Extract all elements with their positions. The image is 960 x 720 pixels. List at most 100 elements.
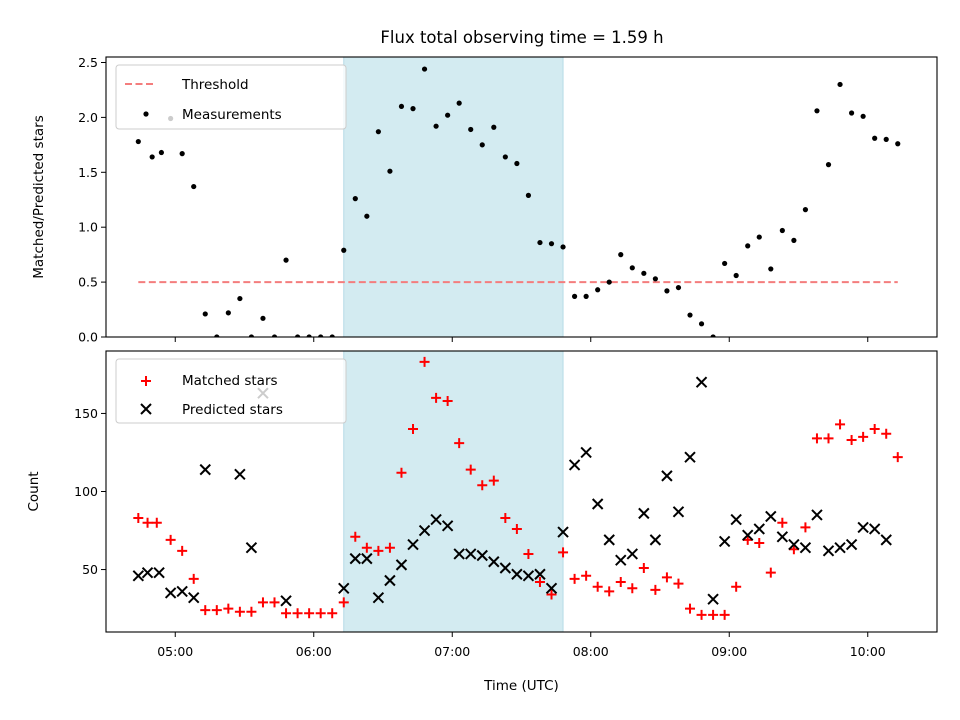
predicted-star-point xyxy=(638,507,650,520)
matched-star-point xyxy=(846,434,857,445)
x-axis-label: Time (UTC) xyxy=(483,678,559,694)
predicted-star-point xyxy=(384,574,396,587)
legend-matched-label: Matched stars xyxy=(182,373,278,389)
predicted-star-point xyxy=(132,570,145,582)
measurement-point xyxy=(687,312,693,318)
measurement-point xyxy=(398,103,405,110)
measurement-point xyxy=(202,311,208,317)
measurement-point xyxy=(722,260,728,267)
matched-star-point xyxy=(151,517,162,528)
matched-star-point xyxy=(327,608,338,619)
predicted-star-point xyxy=(580,446,592,459)
measurement-point xyxy=(791,237,797,243)
predicted-star-point xyxy=(718,535,731,548)
matched-star-point xyxy=(350,531,361,542)
predicted-star-point xyxy=(153,566,165,579)
data-marks xyxy=(132,356,903,620)
axes-frame xyxy=(105,56,938,338)
matched-star-point xyxy=(246,606,257,617)
predicted-star-point xyxy=(441,520,454,532)
y-tick-label: 2.5 xyxy=(78,55,98,70)
legend-matched-swatch xyxy=(141,376,151,386)
measurement-point xyxy=(837,81,843,88)
matched-star-point xyxy=(257,597,268,608)
matched-star-point xyxy=(719,609,730,620)
matched-star-point xyxy=(477,480,488,491)
predicted-star-point xyxy=(280,595,292,607)
legend: Threshold Measurements xyxy=(115,64,347,130)
matched-star-point xyxy=(465,464,476,475)
measurement-point xyxy=(158,149,164,156)
matched-star-point xyxy=(188,573,199,584)
matched-star-point xyxy=(858,431,869,442)
matched-star-point xyxy=(627,583,638,594)
measurement-point xyxy=(294,334,301,337)
matched-star-point xyxy=(650,584,661,595)
matched-star-point xyxy=(442,395,453,406)
y-axis-label: Count xyxy=(26,471,42,511)
matched-star-point xyxy=(177,545,188,556)
legend-measurement-swatch xyxy=(143,111,149,117)
matched-star-point xyxy=(454,438,465,449)
predicted-star-point xyxy=(349,552,362,565)
predicted-star-point xyxy=(684,451,696,463)
predicted-star-point xyxy=(176,585,188,598)
measurement-point xyxy=(860,113,866,119)
measurement-point xyxy=(745,243,751,249)
predicted-star-point xyxy=(834,541,846,554)
predicted-star-point xyxy=(765,510,777,523)
matched-star-point xyxy=(731,581,742,592)
legend-box xyxy=(115,64,347,130)
measurement-point xyxy=(756,234,762,240)
measurement-point xyxy=(814,108,820,114)
y-tick-label: 150 xyxy=(74,406,98,421)
x-tick-label: 08:00 xyxy=(573,644,609,659)
legend-predicted-label: Predicted stars xyxy=(182,402,283,418)
predicted-star-point xyxy=(707,593,719,605)
predicted-star-point xyxy=(591,498,604,510)
predicted-star-point xyxy=(476,549,488,562)
predicted-star-point xyxy=(488,556,500,568)
measurement-point xyxy=(149,154,155,160)
matched-star-point xyxy=(835,419,846,430)
measurement-point xyxy=(214,334,220,337)
measurement-point xyxy=(306,334,312,337)
y-tick-label: 100 xyxy=(74,484,98,499)
measurement-point xyxy=(895,141,901,147)
matched-star-point xyxy=(292,608,303,619)
measurement-point xyxy=(479,142,485,148)
matched-star-point xyxy=(361,542,372,553)
predicted-star-point xyxy=(465,548,477,560)
measurement-point xyxy=(698,321,705,327)
matched-star-point xyxy=(281,608,292,619)
measurement-point xyxy=(445,112,451,118)
predicted-star-point xyxy=(522,570,535,582)
predicted-star-point xyxy=(788,538,800,551)
matched-star-point xyxy=(165,534,176,545)
measurement-point xyxy=(664,288,670,294)
measurement-point xyxy=(629,265,635,271)
predicted-star-point xyxy=(511,568,523,580)
measurement-point xyxy=(468,126,474,133)
measurement-point xyxy=(179,151,185,157)
measurement-point xyxy=(410,106,416,112)
measurement-point xyxy=(825,162,832,168)
y-tick-label: 0.5 xyxy=(78,275,98,290)
matched-star-point xyxy=(696,609,707,620)
measurement-point xyxy=(364,213,370,219)
matched-star-point xyxy=(800,522,811,533)
matched-star-point xyxy=(408,424,419,435)
predicted-star-point xyxy=(811,509,823,521)
predicted-star-point xyxy=(661,470,673,482)
x-tick-label: 07:00 xyxy=(434,644,470,659)
matched-star-point xyxy=(142,517,153,528)
measurement-point xyxy=(237,295,243,302)
predicted-star-point xyxy=(822,545,835,557)
predicted-star-point xyxy=(545,582,558,594)
predicted-star-point xyxy=(372,591,385,604)
matched-star-point xyxy=(488,475,499,486)
measurement-point xyxy=(733,272,739,279)
y-tick-label: 50 xyxy=(82,562,98,577)
measurement-point xyxy=(283,257,289,263)
